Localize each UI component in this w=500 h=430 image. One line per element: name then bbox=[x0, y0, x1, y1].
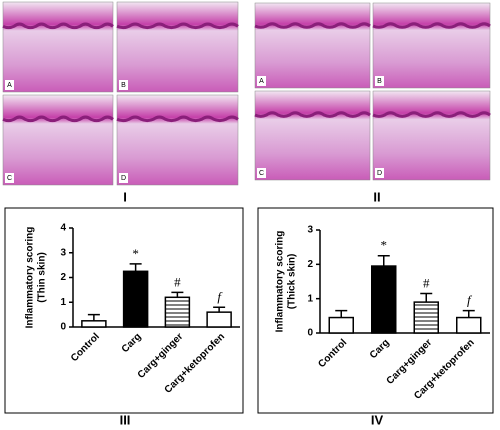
histology-image bbox=[116, 1, 239, 93]
error-bar bbox=[462, 309, 475, 318]
significance-mark: # bbox=[423, 276, 430, 291]
epidermis bbox=[116, 22, 239, 30]
y-axis-label: (Thin skin) bbox=[37, 252, 48, 303]
error-bar bbox=[420, 292, 433, 303]
y-axis-label: Inflammatory scoring bbox=[25, 227, 36, 329]
histology-image bbox=[372, 90, 491, 181]
bar bbox=[456, 316, 482, 334]
epidermis bbox=[254, 22, 371, 29]
y-tick-label: 3 bbox=[307, 225, 313, 236]
bar bbox=[81, 320, 107, 328]
error-bar bbox=[377, 255, 390, 267]
image-label: B bbox=[121, 82, 126, 89]
epidermis bbox=[116, 115, 239, 123]
epidermis bbox=[372, 111, 491, 118]
y-tick-label: 1 bbox=[307, 293, 313, 304]
y-tick-label: 1 bbox=[60, 297, 66, 308]
y-tick-label: 0 bbox=[60, 322, 66, 333]
y-tick-label: 2 bbox=[60, 272, 66, 283]
image-label: D bbox=[121, 175, 126, 182]
image-label: C bbox=[7, 175, 12, 182]
image-label: C bbox=[259, 170, 264, 177]
bar bbox=[328, 316, 354, 334]
y-tick-label: 4 bbox=[60, 223, 66, 234]
panel-label: III bbox=[120, 412, 131, 427]
error-bar bbox=[335, 309, 348, 318]
histology-image bbox=[116, 94, 239, 186]
y-tick-label: 0 bbox=[307, 328, 313, 339]
histology-image bbox=[2, 1, 114, 93]
image-label: A bbox=[7, 82, 12, 89]
image-label-box bbox=[5, 80, 14, 90]
x-tick-label: Control bbox=[316, 337, 349, 370]
bar bbox=[122, 270, 149, 328]
panel-label: I bbox=[123, 189, 127, 204]
significance-mark: * bbox=[132, 246, 139, 261]
bar bbox=[164, 296, 191, 328]
bar bbox=[413, 301, 439, 334]
x-tick-label: Carg bbox=[368, 337, 392, 361]
epidermis bbox=[254, 111, 371, 118]
image-label-box bbox=[119, 80, 128, 90]
significance-mark: * bbox=[381, 238, 388, 253]
error-bar bbox=[171, 291, 184, 298]
image-label-box bbox=[375, 76, 384, 86]
bar bbox=[371, 265, 397, 334]
epidermis bbox=[2, 22, 114, 30]
error-bar bbox=[129, 263, 142, 272]
panel-label: II bbox=[373, 189, 380, 204]
image-label-box bbox=[257, 168, 266, 178]
x-tick-label: Carg bbox=[120, 331, 144, 355]
image-label-box bbox=[119, 173, 128, 183]
y-tick-label: 2 bbox=[307, 259, 313, 270]
histology-image bbox=[254, 2, 371, 89]
chart-frame bbox=[257, 207, 494, 414]
image-label: B bbox=[377, 78, 382, 85]
y-tick-label: 3 bbox=[60, 247, 66, 258]
error-bar bbox=[87, 313, 100, 321]
y-axis-label: Inflammatory scoring bbox=[275, 231, 286, 333]
image-label-box bbox=[5, 173, 14, 183]
error-bar bbox=[213, 306, 226, 313]
epidermis bbox=[2, 115, 114, 123]
image-label-box bbox=[257, 76, 266, 86]
significance-mark: f bbox=[217, 289, 223, 304]
histology-image bbox=[2, 94, 114, 186]
image-label-box bbox=[375, 168, 384, 178]
x-tick-label: Control bbox=[69, 331, 102, 364]
histology-image bbox=[254, 90, 371, 181]
y-axis-label: (Thick skin) bbox=[287, 254, 298, 310]
significance-mark: f bbox=[467, 293, 473, 308]
significance-mark: # bbox=[174, 274, 181, 289]
image-label: D bbox=[377, 170, 382, 177]
panel-label: IV bbox=[371, 412, 384, 427]
bar bbox=[206, 311, 232, 328]
chart-frame bbox=[4, 207, 244, 414]
histology-image bbox=[372, 2, 491, 89]
epidermis bbox=[372, 22, 491, 29]
image-label: A bbox=[259, 78, 264, 85]
